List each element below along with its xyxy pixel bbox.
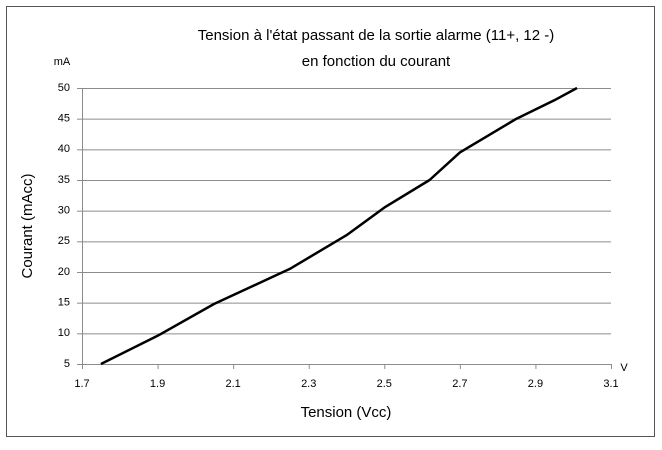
x-tick-label: 2.3 <box>301 378 316 390</box>
y-tick-label: 35 <box>58 174 70 186</box>
x-axis-title: Tension (Vcc) <box>301 404 392 421</box>
y-tick-label: 45 <box>58 113 70 125</box>
y-unit: mA <box>54 56 71 68</box>
y-tick-label: 30 <box>58 205 70 217</box>
y-tick-label: 5 <box>64 358 70 370</box>
x-unit: V <box>620 362 628 374</box>
y-axis-title: Courant (mAcc) <box>19 173 36 278</box>
y-tick-label: 20 <box>58 266 70 278</box>
data-line <box>100 86 578 366</box>
chart-subtitle: en fonction du courant <box>302 53 451 70</box>
y-tick-label: 25 <box>58 235 70 247</box>
y-tick-label: 10 <box>58 327 70 339</box>
y-tick-label: 50 <box>58 82 70 94</box>
chart-title: Tension à l'état passant de la sortie al… <box>198 27 555 44</box>
y-tick-label: 15 <box>58 297 70 309</box>
x-tick-label: 2.1 <box>225 378 240 390</box>
chart-border <box>6 6 655 437</box>
x-tick-label: 2.7 <box>452 378 467 390</box>
x-tick-label: 3.1 <box>603 378 618 390</box>
x-tick-label: 2.5 <box>377 378 392 390</box>
x-tick-label: 1.7 <box>74 378 89 390</box>
y-tick-label: 40 <box>58 143 70 155</box>
x-tick-label: 2.9 <box>528 378 543 390</box>
x-tick-label: 1.9 <box>150 378 165 390</box>
